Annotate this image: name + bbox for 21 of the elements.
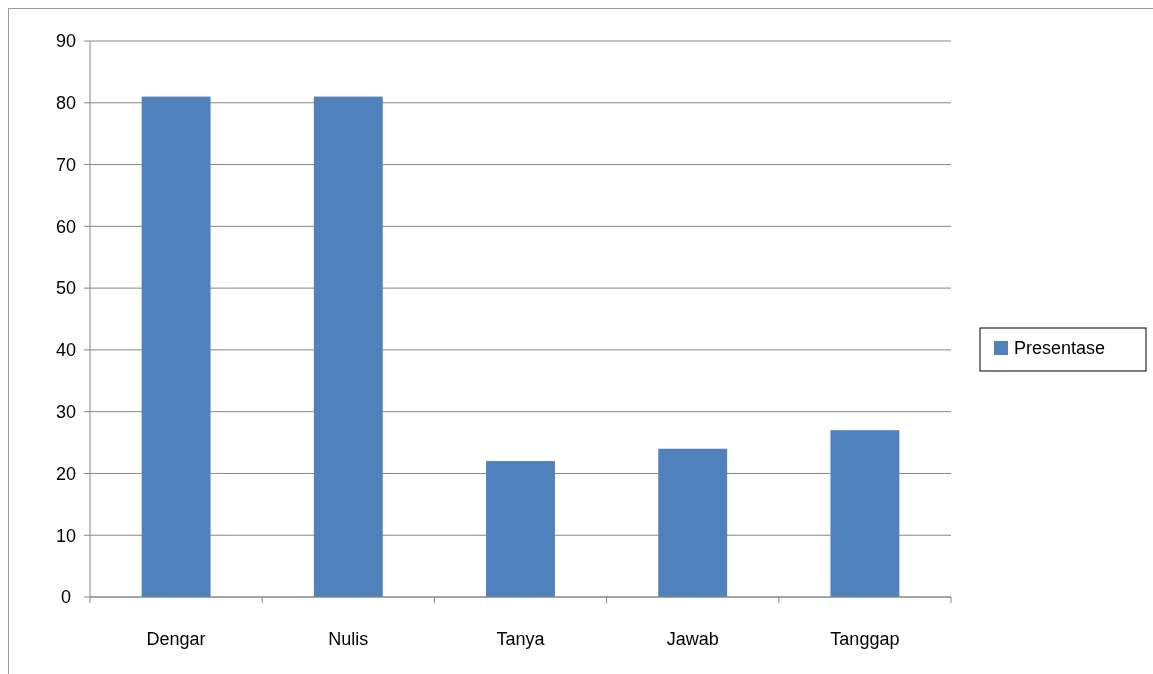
y-tick-label: 50 bbox=[55, 278, 77, 299]
y-tick-label: 30 bbox=[55, 401, 77, 422]
bar bbox=[141, 96, 211, 597]
x-tick-label: Jawab bbox=[666, 629, 719, 649]
legend-label: Presentase bbox=[1014, 338, 1106, 359]
bar bbox=[658, 448, 728, 597]
bar bbox=[830, 430, 900, 597]
y-tick-label: 20 bbox=[55, 463, 77, 484]
y-tick-label: 80 bbox=[55, 93, 77, 114]
y-tick-label: 90 bbox=[55, 31, 77, 52]
x-tick-label: Nulis bbox=[328, 629, 369, 649]
y-tick-label: 0 bbox=[60, 587, 72, 608]
y-tick-label: 40 bbox=[55, 340, 77, 361]
x-tick-label: Tanggap bbox=[830, 629, 900, 649]
bar bbox=[486, 461, 555, 597]
bar bbox=[313, 96, 383, 597]
y-tick-label: 70 bbox=[55, 154, 77, 175]
y-tick-label: 60 bbox=[55, 216, 77, 237]
x-tick-label: Dengar bbox=[146, 629, 206, 649]
x-tick-label: Tanya bbox=[496, 629, 546, 649]
y-tick-label: 10 bbox=[55, 525, 77, 546]
